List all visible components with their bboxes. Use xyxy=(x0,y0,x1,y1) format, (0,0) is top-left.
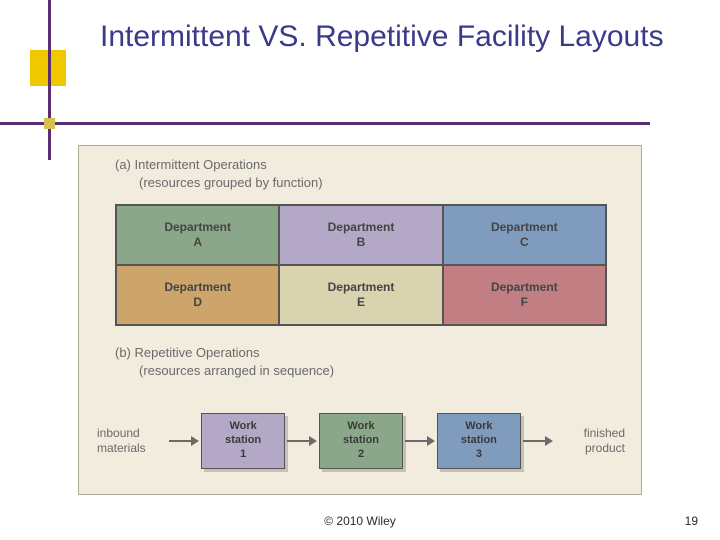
dept-label: Department xyxy=(491,280,558,295)
dept-letter: D xyxy=(193,295,202,310)
caption-b-line2: (resources arranged in sequence) xyxy=(115,363,334,378)
page-number: 19 xyxy=(685,514,698,528)
page-title: Intermittent VS. Repetitive Facility Lay… xyxy=(100,18,664,56)
dept-letter: A xyxy=(193,235,202,250)
dept-a: Department A xyxy=(116,205,279,265)
workstation-2: Work station 2 xyxy=(319,413,403,469)
inbound-l1: inbound xyxy=(97,426,140,440)
dept-letter: F xyxy=(521,295,528,310)
flow-row: inbound materials Work station 1 Work st… xyxy=(97,406,625,476)
caption-b-line1: (b) Repetitive Operations xyxy=(115,345,260,360)
section-a-caption: (a) Intermittent Operations (resources g… xyxy=(115,156,323,191)
ws-l3: 2 xyxy=(358,448,364,462)
dept-letter: C xyxy=(520,235,529,250)
workstation-3: Work station 3 xyxy=(437,413,521,469)
dept-label: Department xyxy=(491,220,558,235)
dept-label: Department xyxy=(164,280,231,295)
caption-a-line1: (a) Intermittent Operations xyxy=(115,157,267,172)
finished-l2: product xyxy=(585,441,625,455)
accent-dot xyxy=(44,118,55,129)
accent-line-v xyxy=(48,0,51,160)
ws-l3: 1 xyxy=(240,448,246,462)
ws-l1: Work xyxy=(465,420,492,434)
dept-label: Department xyxy=(164,220,231,235)
arrow-icon xyxy=(285,434,319,448)
department-grid: Department A Department B Department C D… xyxy=(115,204,607,326)
inbound-l2: materials xyxy=(97,441,146,455)
section-b-caption: (b) Repetitive Operations (resources arr… xyxy=(115,344,334,379)
accent-line-h xyxy=(0,122,650,125)
ws-l2: station xyxy=(461,434,497,448)
ws-l2: station xyxy=(343,434,379,448)
arrow-icon xyxy=(521,434,555,448)
dept-f: Department F xyxy=(443,265,606,325)
dept-e: Department E xyxy=(279,265,442,325)
finished-label: finished product xyxy=(555,426,625,456)
ws-l3: 3 xyxy=(476,448,482,462)
dept-label: Department xyxy=(328,220,395,235)
dept-label: Department xyxy=(328,280,395,295)
dept-letter: B xyxy=(357,235,366,250)
arrow-icon xyxy=(167,434,201,448)
dept-c: Department C xyxy=(443,205,606,265)
dept-b: Department B xyxy=(279,205,442,265)
ws-l1: Work xyxy=(347,420,374,434)
copyright: © 2010 Wiley xyxy=(0,514,720,528)
caption-a-line2: (resources grouped by function) xyxy=(115,175,323,190)
ws-l1: Work xyxy=(229,420,256,434)
figure-panel: (a) Intermittent Operations (resources g… xyxy=(78,145,642,495)
dept-d: Department D xyxy=(116,265,279,325)
arrow-icon xyxy=(403,434,437,448)
finished-l1: finished xyxy=(584,426,625,440)
inbound-label: inbound materials xyxy=(97,426,167,456)
workstation-1: Work station 1 xyxy=(201,413,285,469)
dept-letter: E xyxy=(357,295,365,310)
ws-l2: station xyxy=(225,434,261,448)
